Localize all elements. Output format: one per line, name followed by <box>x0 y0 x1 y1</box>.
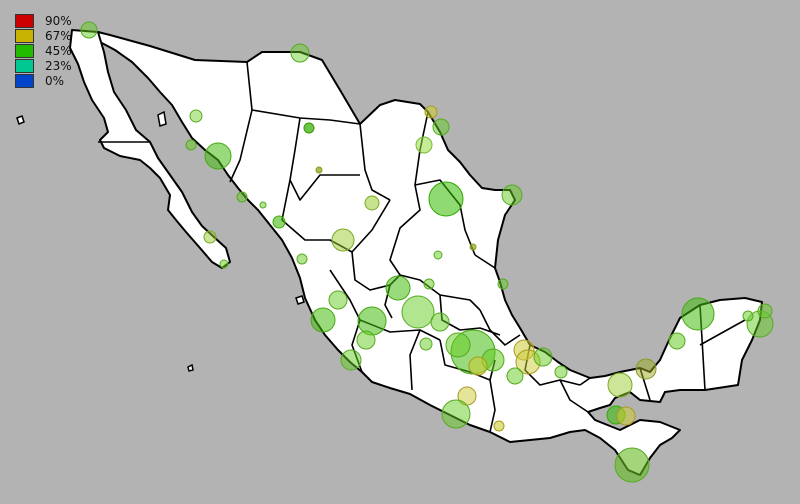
legend-label: 23% <box>45 59 72 73</box>
island <box>187 363 194 372</box>
legend-label: 67% <box>45 29 72 43</box>
data-bubble <box>189 109 203 123</box>
data-bubble <box>441 399 471 429</box>
legend-swatch <box>15 44 34 58</box>
data-bubbles <box>80 21 774 483</box>
data-bubble <box>315 166 323 174</box>
data-bubble <box>506 367 524 385</box>
data-bubble <box>607 372 633 398</box>
island <box>295 295 305 305</box>
data-bubble <box>401 295 435 329</box>
mainland-outline <box>97 31 763 476</box>
legend-swatch <box>15 29 34 43</box>
legend-swatch <box>15 14 34 28</box>
legend-label: 90% <box>45 14 72 28</box>
data-bubble <box>742 310 754 322</box>
data-bubble <box>424 105 438 119</box>
data-bubble <box>204 142 232 170</box>
data-bubble <box>331 228 355 252</box>
legend-label: 0% <box>45 74 65 88</box>
data-bubble <box>757 303 773 319</box>
data-bubble <box>501 184 523 206</box>
data-bubble <box>296 253 308 265</box>
data-bubble <box>423 278 435 290</box>
data-bubble <box>272 215 286 229</box>
data-bubble <box>357 306 387 336</box>
data-bubble <box>419 337 433 351</box>
data-bubble <box>290 43 310 63</box>
data-bubble <box>310 307 336 333</box>
data-bubble <box>356 330 376 350</box>
data-bubble <box>635 358 657 380</box>
data-bubble <box>533 347 553 367</box>
data-bubble <box>668 332 686 350</box>
data-bubble <box>493 420 505 432</box>
legend-label: 45% <box>45 44 72 58</box>
data-bubble <box>385 275 411 301</box>
data-bubble <box>259 201 267 209</box>
data-bubble <box>185 139 197 151</box>
island <box>157 110 167 127</box>
data-bubble <box>203 230 217 244</box>
legend-swatch <box>15 74 34 88</box>
data-bubble <box>340 349 362 371</box>
baja-california-outline <box>69 29 231 269</box>
data-bubble <box>415 136 433 154</box>
data-bubble <box>469 243 477 251</box>
data-bubble <box>364 195 380 211</box>
data-bubble <box>80 21 98 39</box>
data-bubble <box>616 406 636 426</box>
data-bubble <box>219 259 229 269</box>
data-bubble <box>430 312 450 332</box>
data-bubble <box>428 181 464 217</box>
data-bubble <box>328 290 348 310</box>
data-bubble <box>468 356 488 376</box>
data-bubble <box>433 250 443 260</box>
data-bubble <box>236 191 248 203</box>
data-bubble <box>554 365 568 379</box>
data-bubble <box>432 118 450 136</box>
data-bubble <box>445 332 471 358</box>
data-bubble <box>303 122 315 134</box>
data-bubble <box>614 447 650 483</box>
data-bubble <box>681 297 715 331</box>
data-bubble <box>497 278 509 290</box>
legend-swatch <box>15 59 34 73</box>
island <box>16 115 25 125</box>
